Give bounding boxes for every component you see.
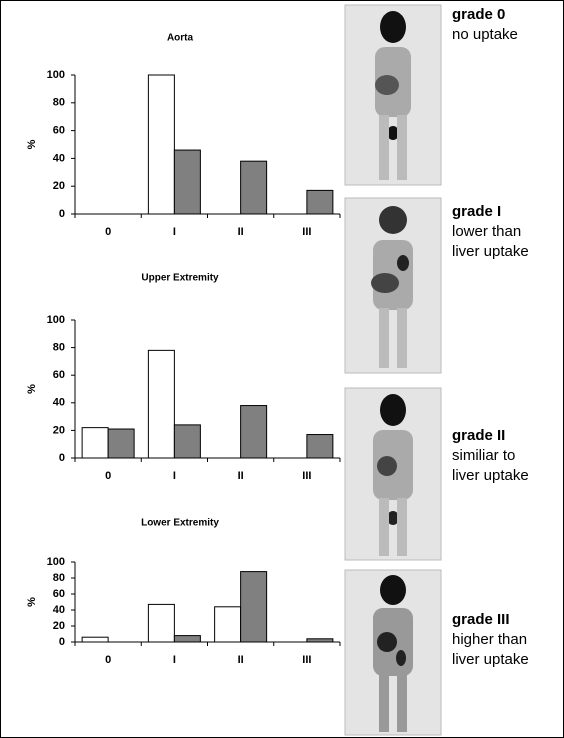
y-tick-label: 80 — [53, 97, 65, 109]
bar — [81, 636, 109, 643]
bar — [147, 349, 175, 459]
chart-title: Aorta — [167, 33, 194, 44]
y-tick-label: 80 — [53, 342, 65, 354]
y-tick-label: 80 — [53, 572, 65, 584]
y-tick-label: 20 — [53, 424, 65, 436]
x-tick-label: 0 — [105, 470, 111, 482]
x-tick-label: 0 — [105, 654, 111, 666]
bar — [147, 603, 175, 643]
pet-image — [344, 197, 442, 374]
bar — [173, 149, 201, 215]
y-tick-label: 60 — [53, 125, 65, 137]
y-tick-label: 60 — [53, 588, 65, 600]
bar — [107, 428, 135, 459]
bar — [306, 189, 334, 215]
x-tick-label: 0 — [105, 226, 111, 238]
x-tick-label: III — [302, 470, 311, 482]
y-tick-label: 40 — [53, 397, 65, 409]
y-tick-label: 100 — [47, 556, 65, 568]
grade-description: lower than — [452, 223, 521, 240]
grade-description: liver uptake — [452, 243, 529, 260]
chart-title: Upper Extremity — [141, 273, 219, 284]
grade-description: liver uptake — [452, 467, 529, 484]
grade-title: grade I — [452, 203, 501, 220]
y-tick-label: 40 — [53, 604, 65, 616]
bar — [214, 606, 242, 643]
chart-title: Lower Extremity — [141, 518, 219, 529]
y-tick-label: 40 — [53, 152, 65, 164]
x-tick-label: I — [173, 226, 176, 238]
grade-description: higher than — [452, 631, 527, 648]
grade-description: similiar to — [452, 447, 515, 464]
bar — [81, 427, 109, 459]
pet-image — [344, 387, 442, 561]
grade-description: liver uptake — [452, 651, 529, 668]
y-tick-label: 0 — [59, 452, 65, 464]
bar — [240, 160, 268, 215]
bar — [173, 424, 201, 459]
bar — [173, 635, 201, 643]
bar — [240, 571, 268, 643]
x-tick-label: I — [173, 470, 176, 482]
grade-title: grade II — [452, 427, 505, 444]
bar — [240, 405, 268, 459]
bar — [147, 74, 175, 215]
x-tick-label: III — [302, 654, 311, 666]
x-tick-label: II — [238, 226, 244, 238]
y-tick-label: 0 — [59, 636, 65, 648]
y-axis-label: % — [26, 139, 38, 149]
x-tick-label: II — [238, 470, 244, 482]
y-tick-label: 0 — [59, 208, 65, 220]
pet-image — [344, 4, 442, 186]
y-tick-label: 100 — [47, 69, 65, 81]
y-tick-label: 20 — [53, 620, 65, 632]
x-tick-label: I — [173, 654, 176, 666]
y-tick-label: 100 — [47, 314, 65, 326]
y-tick-label: 20 — [53, 180, 65, 192]
pet-image — [344, 569, 442, 736]
grade-title: grade III — [452, 611, 510, 628]
y-axis-label: % — [26, 597, 38, 607]
y-tick-label: 60 — [53, 369, 65, 381]
bar — [306, 434, 334, 459]
x-tick-label: II — [238, 654, 244, 666]
pet-images — [344, 4, 442, 736]
x-tick-label: III — [302, 226, 311, 238]
y-axis-label: % — [26, 384, 38, 394]
grade-title: grade 0 — [452, 6, 505, 23]
grade-description: no uptake — [452, 26, 518, 43]
